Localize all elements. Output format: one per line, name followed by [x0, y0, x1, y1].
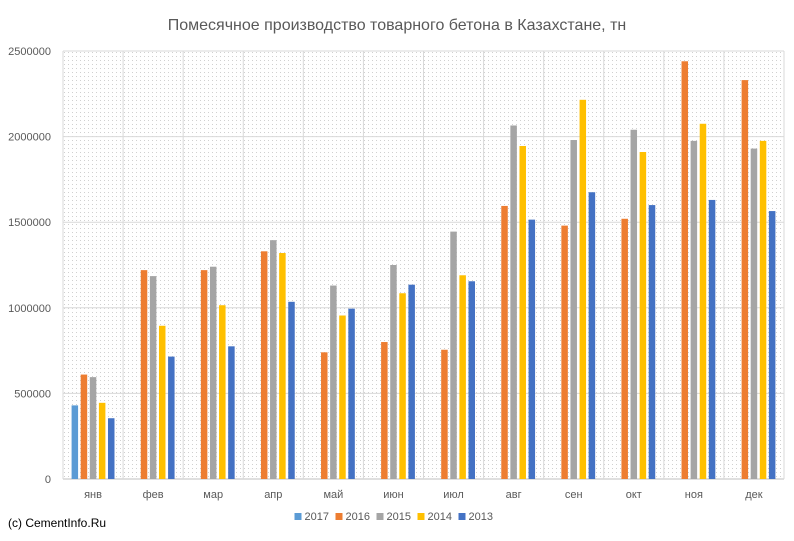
bar-2014-июн	[399, 293, 406, 479]
y-tick-label: 500000	[14, 388, 51, 400]
legend-label: 2014	[428, 511, 452, 523]
bar-2013-май	[348, 308, 355, 479]
bar-2013-апр	[288, 301, 295, 479]
bar-2015-ноя	[690, 140, 698, 479]
bar-2013-авг	[528, 219, 536, 479]
bar-2014-сен	[579, 99, 587, 480]
x-tick-label: мар	[203, 489, 223, 501]
bar-2016-янв	[80, 374, 88, 479]
bar-2014-ноя	[699, 123, 707, 479]
bar-2015-апр	[270, 240, 277, 479]
legend: 2017 2016 2015 2014 2013	[294, 511, 493, 523]
bar-2014-мар	[219, 305, 226, 479]
bar-2014-май	[339, 315, 346, 479]
bar-2014-дек	[759, 140, 767, 479]
legend-swatch-2015	[376, 513, 384, 520]
legend-label: 2017	[305, 511, 329, 523]
x-tick-label: авг	[506, 489, 522, 501]
x-tick-label: окт	[626, 489, 642, 501]
source-credit: (c) CementInfo.Ru	[8, 516, 107, 530]
bar-2014-авг	[519, 146, 526, 480]
bar-2013-окт	[648, 205, 656, 479]
bar-2016-апр	[260, 251, 268, 479]
bar-2016-окт	[621, 218, 628, 479]
legend-swatch-2014	[417, 513, 425, 520]
bar-2013-мар	[228, 346, 235, 479]
x-tick-label: янв	[84, 489, 102, 501]
x-tick-label: ноя	[685, 489, 703, 501]
bar-2016-дек	[741, 80, 749, 479]
bar-2015-янв	[89, 377, 97, 479]
x-tick-label: дек	[745, 489, 763, 501]
bar-2015-сен	[570, 140, 577, 480]
bar-2015-мар	[209, 266, 217, 479]
bar-2016-ноя	[681, 61, 689, 479]
bar-2013-ноя	[708, 199, 716, 479]
bar-2013-дек	[768, 211, 776, 479]
bar-2013-сен	[588, 192, 596, 480]
legend-label: 2016	[346, 511, 370, 523]
bar-2015-июл	[450, 231, 457, 479]
y-tick-label: 0	[45, 474, 51, 486]
bar-2016-фев	[140, 270, 148, 479]
y-tick-label: 1000000	[8, 303, 51, 315]
bar-2013-янв	[107, 418, 115, 479]
bar-2016-сен	[561, 225, 568, 479]
bar-2014-янв	[98, 402, 106, 479]
legend-swatch-2016	[335, 513, 343, 520]
legend-swatch-2013	[458, 513, 466, 520]
bar-2014-июл	[459, 275, 466, 479]
bar-2016-авг	[501, 205, 508, 479]
bar-2014-фев	[158, 325, 166, 479]
bar-2014-апр	[279, 253, 286, 479]
bar-2016-май	[321, 352, 328, 479]
x-tick-label: июн	[383, 489, 403, 501]
y-axis-tick-labels: 0 500000 1000000 1500000 2000000 2500000	[8, 46, 51, 486]
bar-2013-фев	[168, 356, 175, 479]
bars	[71, 61, 776, 480]
x-tick-label: фев	[143, 489, 164, 501]
bar-2015-май	[330, 285, 337, 479]
bar-2016-июн	[381, 342, 388, 479]
legend-label: 2015	[387, 511, 411, 523]
gridlines	[62, 50, 785, 480]
x-tick-label: апр	[264, 489, 282, 501]
y-tick-label: 1500000	[8, 217, 51, 229]
chart-title: Помесячное производство товарного бетона…	[168, 17, 626, 34]
bar-2015-фев	[149, 276, 157, 479]
bar-2016-мар	[200, 270, 208, 479]
x-tick-label: сен	[565, 489, 583, 501]
bar-2015-авг	[510, 125, 517, 480]
x-tick-label: июл	[443, 489, 464, 501]
legend-label: 2013	[469, 511, 493, 523]
bar-2016-июл	[441, 349, 448, 479]
bar-2015-дек	[750, 148, 758, 480]
bar-2013-июн	[408, 284, 415, 479]
legend-swatch-2017	[294, 513, 302, 520]
bar-2015-окт	[630, 129, 638, 479]
bar-2017-янв	[71, 405, 79, 479]
x-tick-label: май	[323, 489, 343, 501]
x-axis-tick-labels: янв фев мар апр май июн июл авг сен окт ноя дек	[84, 489, 763, 501]
bar-2014-окт	[639, 152, 647, 479]
bar-2013-июл	[468, 281, 475, 479]
y-tick-label: 2500000	[8, 46, 51, 58]
y-tick-label: 2000000	[8, 132, 51, 144]
bar-2015-июн	[390, 265, 397, 479]
